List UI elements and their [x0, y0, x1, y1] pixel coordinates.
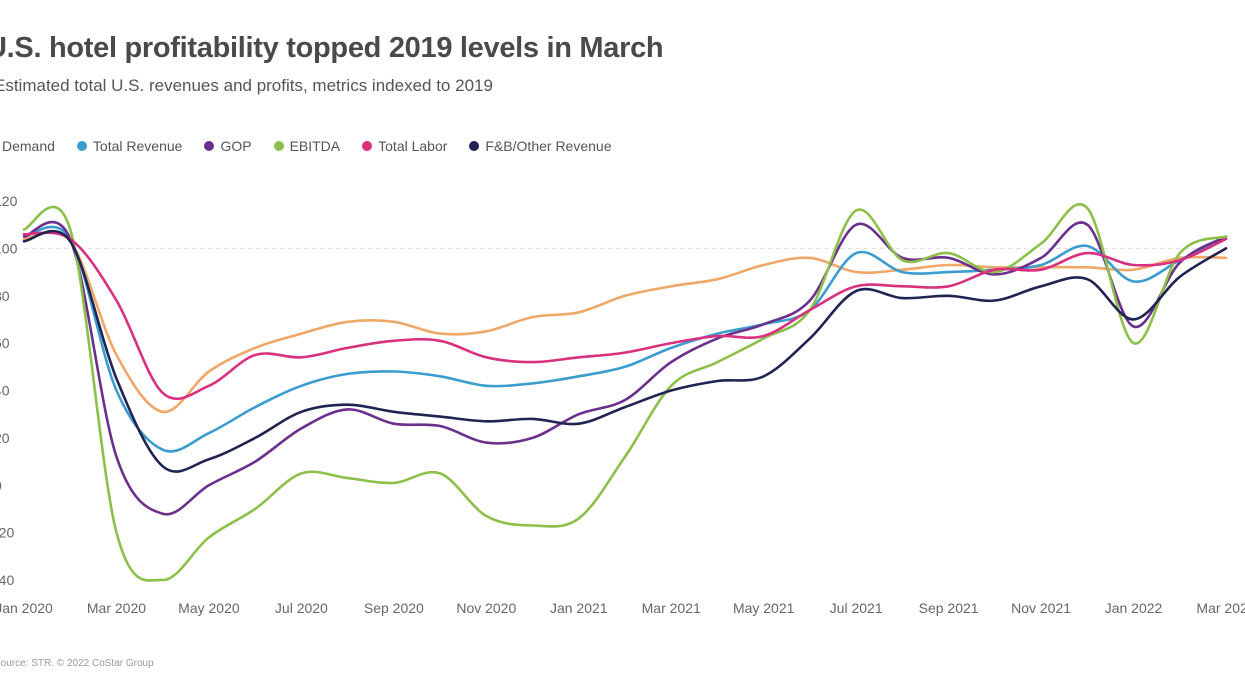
x-tick-label: May 2020 [178, 600, 240, 616]
legend-label: EBITDA [289, 138, 341, 154]
legend-item-total-labor[interactable]: Total Labor [362, 138, 447, 154]
y-tick-label: 60 [0, 335, 10, 351]
y-tick-label: -40 [0, 572, 14, 588]
legend-label: GOP [220, 138, 252, 154]
y-tick-label: 80 [0, 288, 10, 304]
series-line-total-labor [22, 231, 1228, 400]
legend-item-ebitda[interactable]: EBITDA [273, 138, 341, 154]
legend-label: Total Revenue [92, 138, 183, 154]
series-line-demand [22, 230, 1228, 414]
chart-title: U.S. hotel profitability topped 2019 lev… [0, 32, 664, 64]
y-tick-label: 40 [0, 383, 10, 399]
legend-dot-icon [76, 141, 87, 151]
legend-dot-icon [362, 141, 373, 151]
legend-label: Total Labor [378, 138, 448, 154]
series-line-ebitda [22, 203, 1228, 582]
legend-item-demand[interactable]: Demand [0, 138, 55, 154]
y-tick-label: 120 [0, 193, 18, 209]
legend-dot-icon [469, 141, 480, 151]
y-tick-label: -20 [0, 525, 14, 541]
x-tick-label: Mar 2020 [87, 600, 146, 616]
x-tick-label: Mar 2021 [642, 600, 701, 616]
x-tick-label: Jan 2021 [550, 600, 608, 616]
x-tick-label: Sep 2021 [919, 600, 979, 616]
legend-dot-icon [273, 141, 284, 151]
x-tick-label: Jan 2022 [1105, 600, 1163, 616]
chart-subtitle: Estimated total U.S. revenues and profit… [0, 76, 493, 95]
series-line-gop [22, 220, 1228, 516]
x-tick-label: Jul 2021 [830, 600, 883, 616]
legend-dot-icon [204, 141, 215, 151]
x-tick-label: Mar 2022 [1196, 600, 1245, 616]
legend-item-fb-other-revenue[interactable]: F&B/Other Revenue [469, 138, 611, 154]
x-tick-label: May 2021 [733, 600, 795, 616]
legend-item-total-revenue[interactable]: Total Revenue [76, 138, 183, 154]
legend: Demand Total Revenue GOP EBITDA Total La… [0, 138, 611, 154]
x-tick-label: Nov 2021 [1011, 600, 1071, 616]
x-tick-label: Jul 2020 [275, 600, 328, 616]
legend-item-gop[interactable]: GOP [204, 138, 252, 154]
x-tick-label: Nov 2020 [456, 600, 516, 616]
y-tick-label: 20 [0, 430, 10, 446]
y-tick-label: 100 [0, 240, 18, 256]
legend-label: Demand [2, 138, 55, 154]
series-line-f-b-other-revenue [22, 229, 1228, 473]
y-tick-label: 0 [0, 477, 2, 493]
source-note: Source: STR. © 2022 CoStar Group [0, 658, 154, 669]
legend-label: F&B/Other Revenue [485, 138, 612, 154]
x-tick-label: Sep 2020 [364, 600, 424, 616]
series-line-total-revenue [22, 225, 1228, 453]
x-tick-label: Jan 2020 [0, 600, 53, 616]
